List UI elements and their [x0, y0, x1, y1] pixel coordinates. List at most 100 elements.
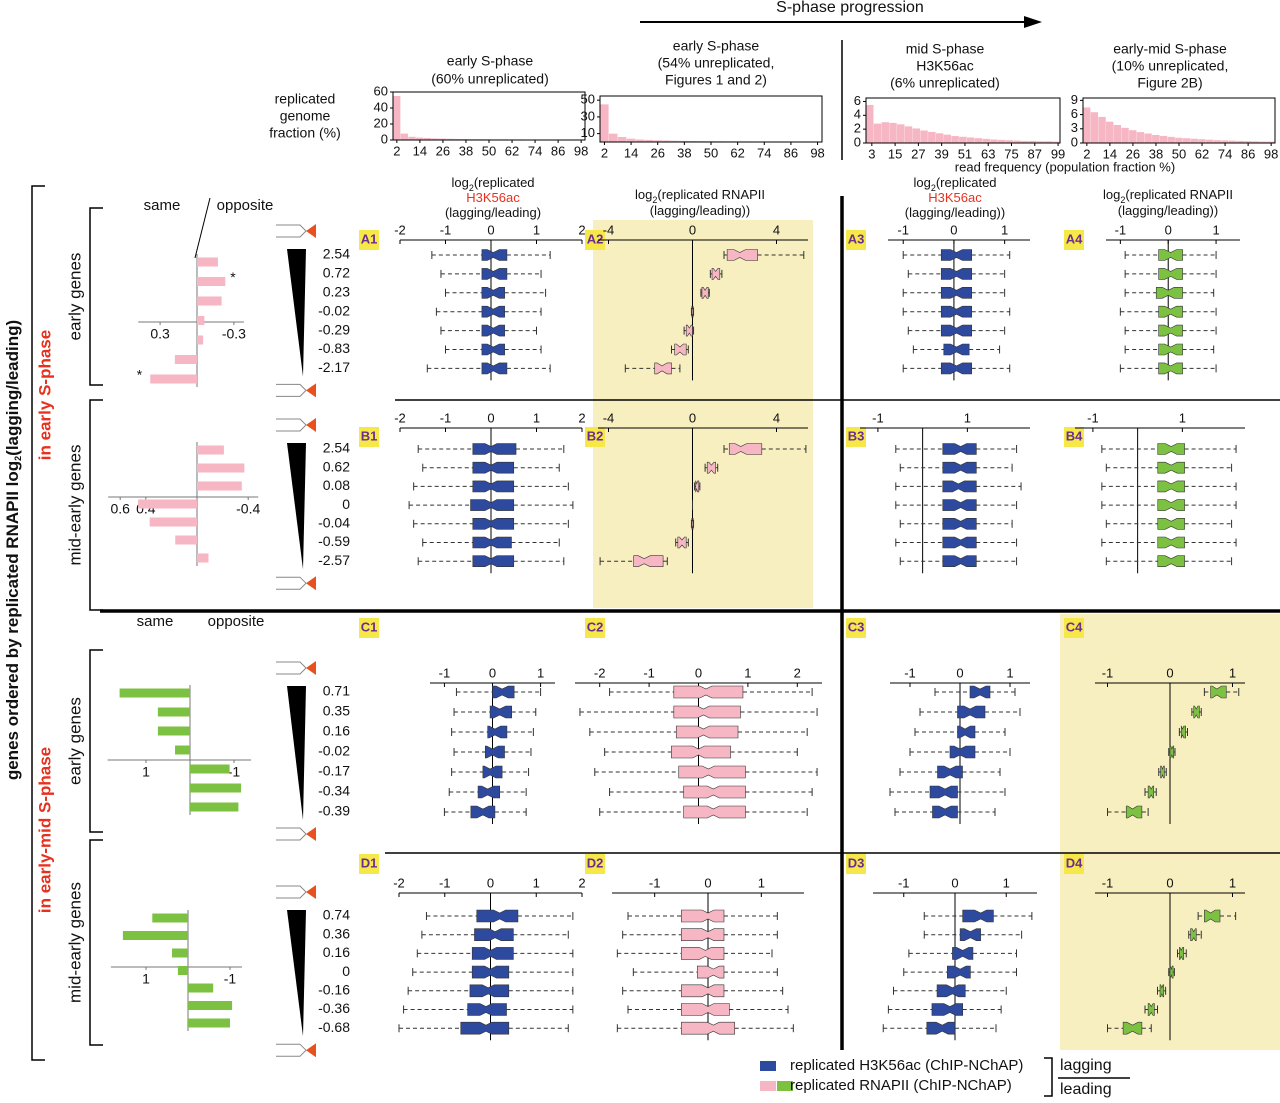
x-tick-label: -1 [898, 875, 910, 890]
row-value: -2.17 [318, 359, 350, 375]
box [728, 443, 763, 455]
gene-icon [276, 224, 307, 238]
x-tick-label: 99 [1051, 146, 1065, 161]
title-part: (lagging/leading)) [650, 203, 750, 218]
box [685, 324, 693, 337]
histogram-bar [1152, 134, 1160, 143]
box [474, 928, 514, 942]
box [460, 1021, 510, 1035]
box [481, 305, 505, 318]
x-tick-label: 62 [730, 145, 744, 160]
row-label: mid-early genes [65, 445, 84, 566]
box [1179, 947, 1185, 960]
histogram-bar [644, 139, 653, 142]
x-tick-label: 39 [934, 146, 948, 161]
row-value: -0.68 [318, 1019, 350, 1035]
column-heading: early-mid S-phase [1113, 41, 1227, 57]
x-tick-label: 1 [537, 665, 544, 680]
x-tick-label: -2 [394, 222, 406, 237]
row-bracket [89, 207, 103, 386]
title-part: (lagging/leading)) [1118, 203, 1218, 218]
x-tick-label: 1 [1212, 222, 1219, 237]
box [711, 268, 721, 280]
bar [149, 517, 197, 527]
x-tick-label: -1 [649, 875, 661, 890]
box [1157, 480, 1185, 493]
histogram-bar [1259, 141, 1268, 143]
bar-tick-label: -1 [224, 971, 237, 987]
axis-title: log2(replicated RNAPII [635, 187, 765, 205]
bar [119, 688, 190, 698]
bar [197, 257, 218, 267]
box [942, 517, 977, 530]
histogram-bar [431, 138, 439, 140]
histogram-bar [881, 122, 889, 143]
bar [188, 1001, 233, 1010]
histogram-bar [1121, 127, 1129, 143]
panel-label-bg [846, 618, 866, 638]
axis-title: (lagging/leading)) [650, 203, 750, 218]
box [701, 286, 709, 299]
title-part: 2 [13, 456, 23, 461]
box [1210, 685, 1227, 699]
histogram-bar [1083, 107, 1091, 143]
x-tick-label: -1 [1087, 410, 1099, 425]
fork-icon [306, 576, 316, 591]
slash [194, 197, 211, 259]
legend-bracket [1044, 1057, 1053, 1097]
x-tick-label: 0 [1165, 222, 1172, 237]
histogram-bar [608, 133, 618, 142]
panel-label: D4 [1066, 855, 1083, 870]
x-tick-label: 1 [1001, 222, 1008, 237]
y-tick-label: 10 [581, 125, 595, 140]
row-value: -2.57 [318, 552, 350, 568]
histogram-frame [865, 97, 1061, 144]
histogram-bar [400, 133, 409, 140]
box [695, 480, 700, 493]
box [926, 1021, 956, 1035]
gene-icon [276, 576, 307, 590]
column-heading: (60% unreplicated) [431, 71, 549, 87]
x-tick-label: 14 [624, 145, 638, 160]
x-tick-label: 0 [1166, 665, 1173, 680]
legend-swatch [777, 1081, 793, 1091]
histogram-bar [997, 139, 1006, 143]
panel-label: D3 [848, 855, 865, 870]
column-heading: (10% unreplicated, [1112, 58, 1229, 74]
histogram-bar [679, 140, 689, 142]
box [1125, 805, 1143, 819]
histogram-x-label: read frequency (population fraction %) [955, 159, 1175, 174]
histogram-bar [1052, 141, 1060, 143]
panel-label: B3 [848, 428, 865, 443]
box [937, 765, 963, 779]
x-tick-label: 86 [784, 145, 798, 160]
x-tick-label: -1 [904, 665, 916, 680]
fork-icon [306, 885, 316, 899]
panel-label-bg [846, 854, 866, 874]
title-part: (replicated [474, 175, 535, 190]
row-value: -0.83 [318, 340, 350, 356]
orientation-label: same [137, 613, 174, 630]
row-value: -0.04 [318, 515, 350, 531]
histogram-bar [1159, 135, 1168, 143]
row-value: 0.71 [323, 683, 350, 699]
box [1204, 909, 1221, 923]
box [673, 685, 744, 699]
histogram-bar [1005, 140, 1014, 143]
box [1158, 249, 1183, 261]
histogram-bar [626, 138, 636, 142]
bar-tick-label: 1 [142, 971, 150, 987]
box [1155, 286, 1183, 299]
bar [188, 1018, 230, 1028]
row-value: 0 [342, 963, 350, 979]
fork-icon [306, 418, 316, 432]
x-tick-label: 1 [744, 665, 751, 680]
bar [197, 316, 205, 325]
x-tick-label: 50 [1172, 146, 1186, 161]
title-part: 2 [931, 183, 936, 193]
x-tick-label: 15 [888, 146, 902, 161]
x-tick-label: 3 [868, 146, 875, 161]
x-tick-label: -1 [1102, 665, 1114, 680]
highlight [593, 401, 813, 608]
box [472, 480, 515, 493]
